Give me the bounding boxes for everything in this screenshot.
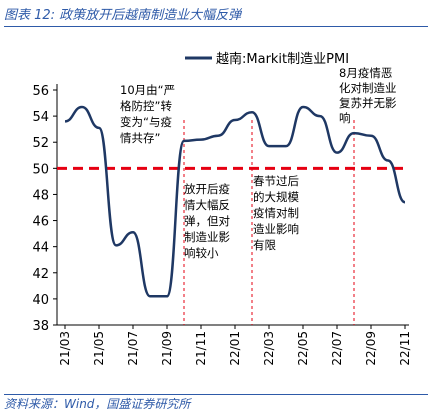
y-tick-label: 48 xyxy=(32,188,49,203)
annotation-line: 化对制造业 xyxy=(339,81,397,95)
legend-label: 越南:Markit制造业PMI xyxy=(216,51,349,67)
data-point xyxy=(386,159,390,163)
series-line xyxy=(64,105,406,298)
x-tick-label: 21/05 xyxy=(92,331,106,366)
data-point xyxy=(233,118,237,122)
annotation-line: 响较小 xyxy=(184,246,219,260)
annotation-line: 10月由“严 xyxy=(120,83,175,97)
annotation-line: 情共存” xyxy=(120,131,160,145)
data-point xyxy=(97,126,101,130)
y-tick-label: 42 xyxy=(32,267,49,282)
legend: 越南:Markit制造业PMI xyxy=(185,51,349,67)
annotation-line: 情大幅反 xyxy=(184,198,230,212)
series-pmi xyxy=(63,105,407,298)
x-tick-label: 21/11 xyxy=(194,331,208,366)
data-point xyxy=(318,114,322,118)
data-point xyxy=(352,131,356,135)
x-tick-label: 22/01 xyxy=(228,331,242,366)
annotation-line: 有限 xyxy=(253,238,276,252)
data-point xyxy=(148,294,152,298)
data-point xyxy=(165,294,169,298)
annotation-line: 的大规模 xyxy=(253,190,299,204)
annotation-line: 复苏并无影 xyxy=(339,96,397,110)
y-tick-label: 46 xyxy=(32,215,49,230)
annotation-line: 响 xyxy=(339,111,351,125)
event-markers xyxy=(183,120,355,325)
annotation-line: 变为“与疫 xyxy=(120,115,172,129)
data-point xyxy=(403,200,407,204)
x-tick-label: 21/09 xyxy=(160,331,174,366)
data-point xyxy=(284,144,288,148)
annotation-line: 疫情对制 xyxy=(253,206,299,220)
axes xyxy=(56,84,409,326)
y-tick-label: 44 xyxy=(32,241,49,256)
x-tick-label: 21/03 xyxy=(58,331,72,366)
data-point xyxy=(216,134,220,138)
x-tick-label: 22/11 xyxy=(398,331,412,366)
y-axis-ticks: 38 40 42 44 46 48 50 52 54 56 xyxy=(32,84,57,334)
x-tick-label: 22/07 xyxy=(330,331,344,366)
data-point xyxy=(131,230,135,234)
data-point xyxy=(199,138,203,142)
x-tick-label: 22/09 xyxy=(364,331,378,366)
y-tick-label: 38 xyxy=(32,319,49,334)
annotations: 10月由“严格防控”转变为“与疫情共存”放开后疫情大幅反弹，但对制造业影响较小春… xyxy=(120,66,397,260)
data-point xyxy=(114,243,118,247)
annotation-line: 制造业影 xyxy=(184,230,230,244)
x-tick-label: 21/07 xyxy=(126,331,140,366)
annotation-line: 放开后疫 xyxy=(184,182,230,196)
x-tick-label: 22/05 xyxy=(296,331,310,366)
annotation-line: 春节过后 xyxy=(253,174,299,188)
annotation-line: 8月疫情恶 xyxy=(339,66,392,80)
data-point xyxy=(250,110,254,114)
data-point xyxy=(369,134,373,138)
annotation-line: 格防控”转 xyxy=(120,99,172,113)
data-point xyxy=(301,105,305,109)
x-tick-label: 22/03 xyxy=(262,331,276,366)
data-point xyxy=(63,119,67,123)
chart-title: 图表 12: 政策放开后越南制造业大幅反弹 xyxy=(4,6,428,27)
data-point xyxy=(80,105,84,109)
y-tick-label: 50 xyxy=(32,162,49,177)
data-point xyxy=(267,144,271,148)
y-tick-label: 52 xyxy=(32,136,49,151)
y-tick-label: 40 xyxy=(32,293,49,308)
y-tick-label: 54 xyxy=(32,110,49,125)
source-note: 资料来源：Wind，国盛证券研究所 xyxy=(4,394,428,413)
x-axis-ticks: 21/03 21/05 21/07 21/09 21/11 22/01 22/03 22/05… xyxy=(58,325,412,366)
annotation-line: 弹，但对 xyxy=(184,214,230,228)
data-point xyxy=(182,139,186,143)
y-tick-label: 56 xyxy=(32,84,49,99)
annotation-line: 造业影响 xyxy=(253,222,299,236)
data-point xyxy=(335,151,339,155)
